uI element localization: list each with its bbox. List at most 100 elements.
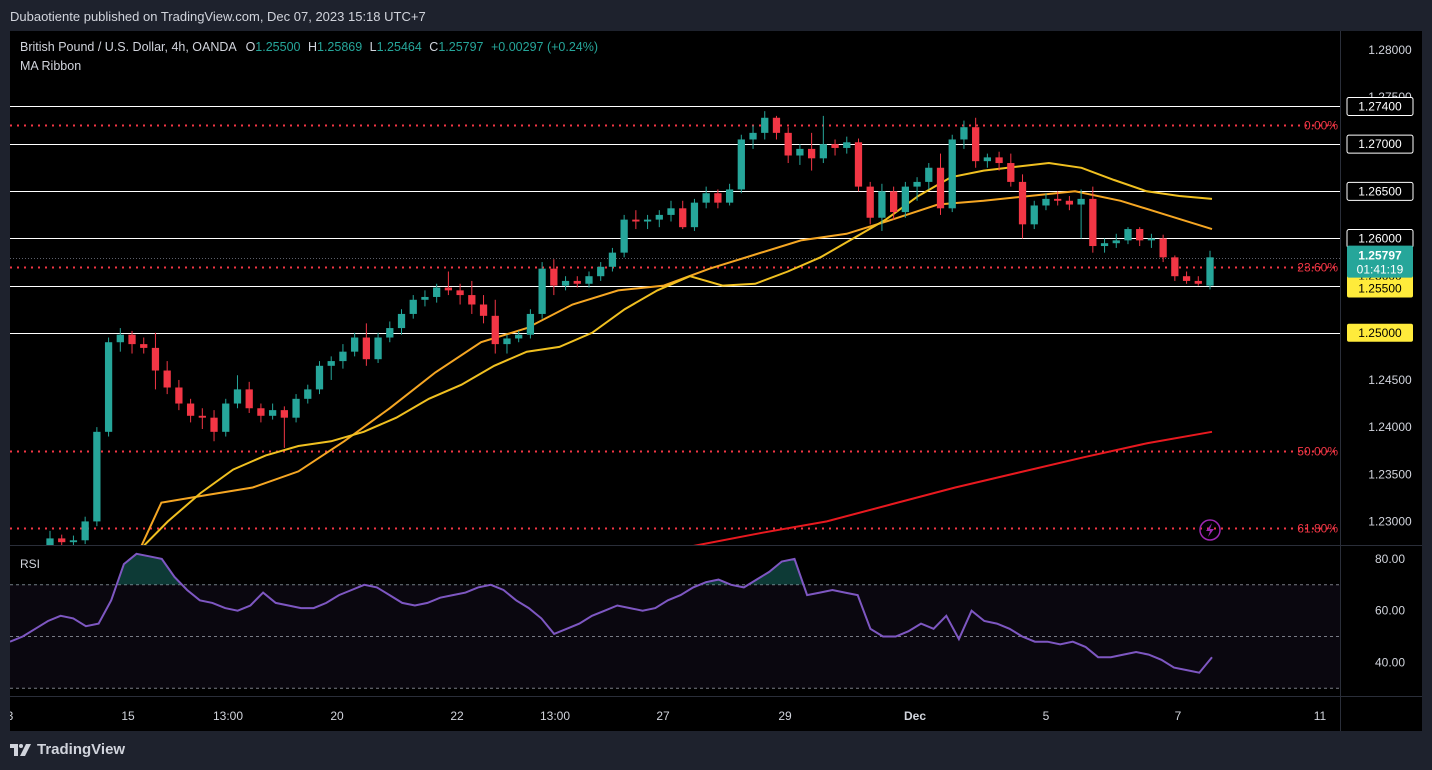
lightning-icon <box>1199 519 1221 541</box>
candle <box>913 177 921 201</box>
candle-body <box>1077 198 1085 205</box>
level-tag-box <box>1346 134 1414 154</box>
candle-body <box>1042 198 1050 206</box>
candle <box>1171 255 1179 281</box>
candle-body <box>667 208 675 215</box>
candle <box>1054 191 1062 206</box>
candle <box>1124 227 1132 245</box>
candle-body <box>925 167 933 182</box>
fib-levels: 0.00% 23.60% 50.00% 61.80% <box>10 119 1340 536</box>
candle <box>901 181 909 218</box>
chart-frame[interactable]: 0.00%23.60%50.00%61.80% 1.280001.275001.… <box>10 31 1422 731</box>
rsi-pane <box>10 552 1340 689</box>
grid-layer <box>10 31 1422 731</box>
level-tag-text: 1.27000 <box>1358 137 1402 151</box>
level-tag-text: 1.26500 <box>1358 184 1402 198</box>
candle-body <box>878 191 886 218</box>
candle <box>257 403 265 423</box>
candle <box>351 332 359 357</box>
candle <box>81 516 89 545</box>
candle-body <box>901 186 909 213</box>
candle <box>339 344 347 369</box>
candle <box>1194 276 1202 286</box>
candle-body <box>444 287 453 291</box>
candle-body <box>386 328 394 338</box>
candle-body <box>210 417 218 432</box>
candle-body <box>1159 238 1167 258</box>
time-tick-label: 15 <box>121 709 135 723</box>
indicator-legend[interactable]: MA Ribbon <box>20 59 82 73</box>
chart-canvas[interactable]: 0.00%23.60%50.00%61.80% 1.280001.275001.… <box>10 31 1422 731</box>
candle <box>186 398 195 423</box>
candle <box>585 271 593 288</box>
candle <box>1182 271 1191 284</box>
candle-body <box>972 127 980 162</box>
symbol-legend[interactable]: British Pound / U.S. Dollar, 4h, OANDA O… <box>20 40 598 54</box>
rsi-tick-label: 40.00 <box>1375 655 1405 669</box>
candle-body <box>233 389 242 404</box>
level-tag: 1.26000 <box>1346 228 1414 248</box>
footer-bar <box>0 731 1432 770</box>
candle <box>1206 250 1214 290</box>
time-axis[interactable]: 3 15 13:00 20 22 13:00 27 29 Dec 5 7 11 <box>10 709 1327 723</box>
candle <box>737 134 745 194</box>
candle-body <box>468 295 476 305</box>
candle <box>819 115 827 164</box>
time-tick-label: 27 <box>656 709 670 723</box>
candle <box>550 259 558 296</box>
level-tag-text: 1.25000 <box>1358 326 1402 340</box>
candle <box>655 210 663 228</box>
candle-body <box>93 431 101 522</box>
candle <box>690 198 699 231</box>
candle <box>128 330 136 354</box>
candle <box>807 132 816 171</box>
candle <box>772 115 781 140</box>
candle <box>1007 153 1015 187</box>
candle-body <box>761 117 769 133</box>
candle-body <box>960 127 968 140</box>
candle <box>831 139 839 156</box>
candle <box>1147 233 1156 248</box>
high-value: 1.25869 <box>317 40 363 54</box>
price-tags: 1.274001.270001.265001.260001.256001.255… <box>1199 96 1414 541</box>
candle-body <box>222 403 230 432</box>
candle-body <box>163 370 171 388</box>
fib-level-label: 50.00% <box>1297 445 1338 459</box>
candle-body <box>561 280 570 286</box>
candle-body <box>351 337 359 352</box>
candle <box>784 127 792 164</box>
candle <box>58 534 66 545</box>
candle-body <box>186 403 195 416</box>
candle-body <box>1089 198 1097 247</box>
candle <box>1089 186 1097 253</box>
level-tag-box <box>1347 323 1413 342</box>
candle-body <box>421 296 429 300</box>
rsi-label[interactable]: RSI <box>20 557 41 571</box>
candle <box>479 295 488 324</box>
candle-body <box>714 193 722 203</box>
candle <box>960 120 968 149</box>
low-value: 1.25464 <box>376 40 422 54</box>
candle-body <box>866 186 874 218</box>
tradingview-logo-icon <box>10 743 31 756</box>
candle <box>995 151 1003 171</box>
lightning-icon-ring <box>1199 519 1221 541</box>
candle-body <box>936 167 945 209</box>
tradingview-logo[interactable]: TradingView <box>10 741 125 758</box>
level-tag-text: 1.26000 <box>1358 231 1402 245</box>
time-tick-label: Dec <box>904 709 926 723</box>
candle-body <box>772 117 781 133</box>
candle-body <box>550 268 558 286</box>
price-tick-label: 1.24500 <box>1368 373 1412 387</box>
candle-body <box>257 408 265 416</box>
candle-body <box>995 157 1003 164</box>
candle <box>761 111 769 140</box>
last-price-value: 1.25797 <box>1358 249 1402 263</box>
time-tick-label: 13:00 <box>213 709 243 723</box>
candle-body <box>198 415 206 418</box>
candle <box>280 406 288 448</box>
candle-body <box>749 132 757 140</box>
candle-body <box>831 144 839 148</box>
candle <box>444 271 453 296</box>
fib-level-label: 61.80% <box>1297 522 1338 536</box>
